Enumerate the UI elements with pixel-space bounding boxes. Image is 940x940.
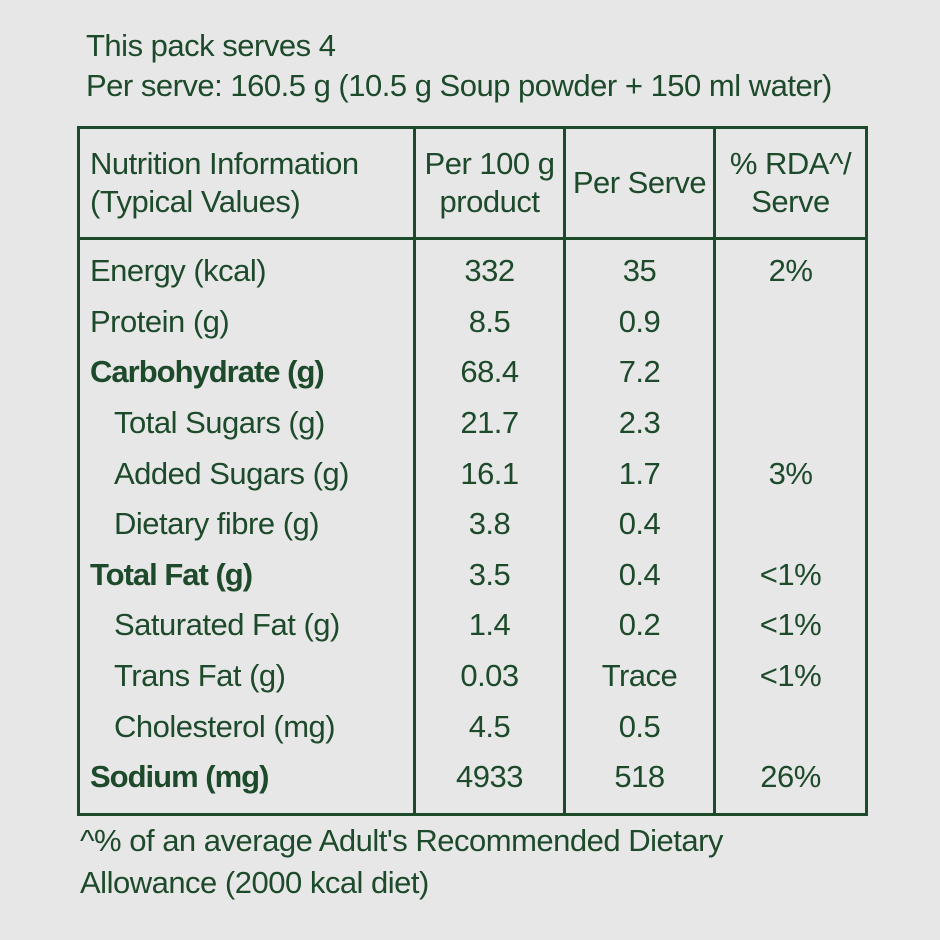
per-serve-value: Trace [563, 650, 716, 702]
footnote-line: Allowance (2000 kcal diet) [80, 865, 429, 900]
table-row: Total Sugars (g) 21.7 2.3 [77, 397, 868, 449]
nutrition-table-body: Energy (kcal) 332 35 2% Protein (g) 8.5 0.9 Car… [77, 238, 868, 815]
nutrient-label: Added Sugars (g) [77, 448, 416, 499]
rda-value [713, 397, 868, 449]
header-line: % RDA^/ [729, 146, 852, 181]
per-100g-value: 332 [413, 238, 566, 297]
rda-footnote: ^% of an average Adult's Recommended Die… [80, 820, 723, 904]
table-row: Added Sugars (g) 16.1 1.7 3% [77, 448, 868, 499]
rda-value: <1% [713, 650, 868, 702]
per-serve-value: 7.2 [563, 347, 716, 398]
rda-value: 2% [713, 238, 868, 297]
nutrient-label: Dietary fibre (g) [77, 498, 416, 550]
nutrient-label: Total Sugars (g) [77, 397, 416, 449]
per-serve-value: 518 [563, 751, 716, 815]
nutrient-label: Saturated Fat (g) [77, 600, 416, 651]
nutrient-label: Trans Fat (g) [77, 650, 416, 702]
per-serve-value: 0.5 [563, 701, 716, 752]
per-100g-value: 16.1 [413, 448, 566, 499]
per-100g-value: 4933 [413, 751, 566, 815]
header-line: Per 100 g [424, 146, 555, 181]
header-line: (Typical Values) [90, 184, 301, 219]
header-line: product [439, 184, 540, 219]
nutrition-table-header-row: Nutrition Information (Typical Values) P… [77, 126, 868, 240]
per-serve-value: 0.4 [563, 549, 716, 601]
header-rda: % RDA^/ Serve [713, 126, 868, 240]
per-serve-value: 1.7 [563, 448, 716, 499]
table-row: Energy (kcal) 332 35 2% [77, 238, 868, 297]
rda-value [713, 347, 868, 398]
per-100g-value: 21.7 [413, 397, 566, 449]
per-100g-value: 0.03 [413, 650, 566, 702]
nutrition-table: Nutrition Information (Typical Values) P… [77, 126, 868, 816]
pack-serves-text: This pack serves 4 [86, 28, 336, 63]
nutrient-label: Cholesterol (mg) [77, 701, 416, 752]
table-row: Protein (g) 8.5 0.9 [77, 296, 868, 348]
table-row: Dietary fibre (g) 3.8 0.4 [77, 498, 868, 550]
rda-value [713, 296, 868, 348]
nutrient-label: Energy (kcal) [77, 238, 416, 297]
serving-info: This pack serves 4 Per serve: 160.5 g (1… [86, 26, 832, 106]
per-100g-value: 3.5 [413, 549, 566, 601]
header-line: Serve [751, 184, 830, 219]
rda-value [713, 701, 868, 752]
table-row: Sodium (mg) 4933 518 26% [77, 751, 868, 815]
footnote-line: ^% of an average Adult's Recommended Die… [80, 823, 723, 858]
per-100g-value: 1.4 [413, 600, 566, 651]
per-serve-value: 35 [563, 238, 716, 297]
per-serve-value: 0.2 [563, 600, 716, 651]
table-row: Cholesterol (mg) 4.5 0.5 [77, 701, 868, 752]
header-line: Per Serve [572, 165, 707, 200]
rda-value: <1% [713, 549, 868, 601]
per-100g-value: 68.4 [413, 347, 566, 398]
per-serve-text: Per serve: 160.5 g (10.5 g Soup powder +… [86, 68, 832, 103]
per-serve-value: 0.4 [563, 498, 716, 550]
per-100g-value: 3.8 [413, 498, 566, 550]
per-100g-value: 4.5 [413, 701, 566, 752]
header-per-serve: Per Serve [563, 126, 716, 240]
per-serve-value: 2.3 [563, 397, 716, 449]
per-serve-value: 0.9 [563, 296, 716, 348]
rda-value [713, 498, 868, 550]
per-100g-value: 8.5 [413, 296, 566, 348]
header-line: Nutrition Information [90, 146, 359, 181]
rda-value: 3% [713, 448, 868, 499]
rda-value: <1% [713, 600, 868, 651]
table-row: Total Fat (g) 3.5 0.4 <1% [77, 549, 868, 601]
nutrient-label: Carbohydrate (g) [77, 347, 416, 398]
rda-value: 26% [713, 751, 868, 815]
table-row: Carbohydrate (g) 68.4 7.2 [77, 347, 868, 398]
nutrient-label: Total Fat (g) [77, 549, 416, 601]
nutrient-label: Protein (g) [77, 296, 416, 348]
header-nutrition-information: Nutrition Information (Typical Values) [77, 126, 416, 240]
header-per-100g: Per 100 g product [413, 126, 566, 240]
nutrient-label: Sodium (mg) [77, 751, 416, 815]
table-row: Saturated Fat (g) 1.4 0.2 <1% [77, 600, 868, 651]
table-row: Trans Fat (g) 0.03 Trace <1% [77, 650, 868, 702]
